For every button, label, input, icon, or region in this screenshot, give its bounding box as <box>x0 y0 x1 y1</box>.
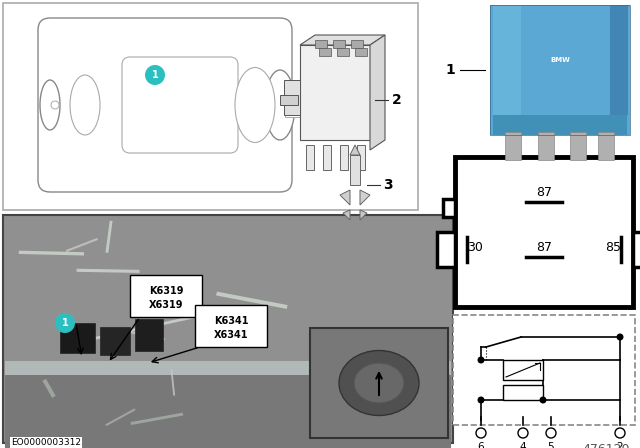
Bar <box>355 48 367 56</box>
Bar <box>490 5 630 135</box>
Text: 6: 6 <box>477 442 484 448</box>
Circle shape <box>477 357 484 363</box>
Bar <box>135 319 163 351</box>
Text: EO0000003312: EO0000003312 <box>11 438 81 447</box>
Bar <box>306 145 314 170</box>
Bar <box>323 145 331 170</box>
Bar <box>130 275 202 317</box>
Bar <box>60 323 95 353</box>
Bar <box>503 385 543 400</box>
Text: X6341: X6341 <box>214 330 248 340</box>
Text: 30: 30 <box>467 241 483 254</box>
Bar <box>284 80 300 115</box>
Text: 85: 85 <box>605 241 621 254</box>
Bar <box>195 305 267 347</box>
Circle shape <box>615 428 625 438</box>
Bar <box>300 45 370 140</box>
Polygon shape <box>360 210 367 220</box>
Polygon shape <box>370 35 385 150</box>
Bar <box>610 5 628 115</box>
Ellipse shape <box>354 363 404 403</box>
Bar <box>3 3 418 210</box>
Text: 476120: 476120 <box>582 443 630 448</box>
Bar <box>633 232 640 267</box>
Bar <box>503 360 543 380</box>
Circle shape <box>477 396 484 404</box>
Bar <box>437 232 455 267</box>
Circle shape <box>518 428 528 438</box>
Text: 2: 2 <box>617 442 623 448</box>
Text: 5: 5 <box>548 442 554 448</box>
Circle shape <box>145 65 165 85</box>
FancyBboxPatch shape <box>122 57 238 153</box>
Polygon shape <box>350 145 360 155</box>
Text: 3: 3 <box>383 178 392 192</box>
Circle shape <box>476 428 486 438</box>
Text: K6341: K6341 <box>214 316 248 326</box>
Bar <box>310 328 448 438</box>
Bar <box>570 132 586 160</box>
Ellipse shape <box>235 68 275 142</box>
Bar <box>493 5 521 115</box>
FancyBboxPatch shape <box>38 18 292 192</box>
Bar <box>285 93 305 101</box>
Bar <box>453 315 635 425</box>
Bar <box>100 327 130 355</box>
Bar <box>538 132 554 160</box>
Bar <box>5 375 451 448</box>
Bar <box>337 48 349 56</box>
Text: BMW: BMW <box>550 57 570 63</box>
Text: 87: 87 <box>536 185 552 198</box>
Polygon shape <box>343 210 350 220</box>
Polygon shape <box>360 190 370 205</box>
Bar <box>455 157 633 307</box>
Ellipse shape <box>339 350 419 415</box>
Ellipse shape <box>40 80 60 130</box>
Polygon shape <box>300 35 385 45</box>
Ellipse shape <box>70 75 100 135</box>
Bar <box>5 361 451 441</box>
Bar <box>598 132 614 160</box>
Text: 1: 1 <box>61 318 68 328</box>
Bar <box>280 95 298 105</box>
Bar <box>285 109 305 117</box>
Bar <box>490 5 630 135</box>
Bar <box>319 48 331 56</box>
Bar <box>3 215 453 443</box>
Bar <box>443 199 455 217</box>
Bar <box>340 145 348 170</box>
Bar <box>333 40 345 48</box>
Bar <box>350 155 360 185</box>
Circle shape <box>546 428 556 438</box>
Text: 87: 87 <box>536 241 552 254</box>
Text: K6319: K6319 <box>148 286 183 296</box>
Text: X6319: X6319 <box>148 300 183 310</box>
Circle shape <box>540 396 547 404</box>
Text: 1: 1 <box>445 63 455 77</box>
Circle shape <box>51 101 59 109</box>
Bar <box>505 132 521 160</box>
Circle shape <box>55 313 75 333</box>
Polygon shape <box>340 190 350 205</box>
Ellipse shape <box>265 70 295 140</box>
Circle shape <box>616 333 623 340</box>
Text: 4: 4 <box>520 442 526 448</box>
Bar <box>357 145 365 170</box>
Bar <box>351 40 363 48</box>
Bar <box>315 40 327 48</box>
Text: 1: 1 <box>152 70 158 80</box>
Bar <box>493 115 627 135</box>
Text: 2: 2 <box>392 93 402 107</box>
